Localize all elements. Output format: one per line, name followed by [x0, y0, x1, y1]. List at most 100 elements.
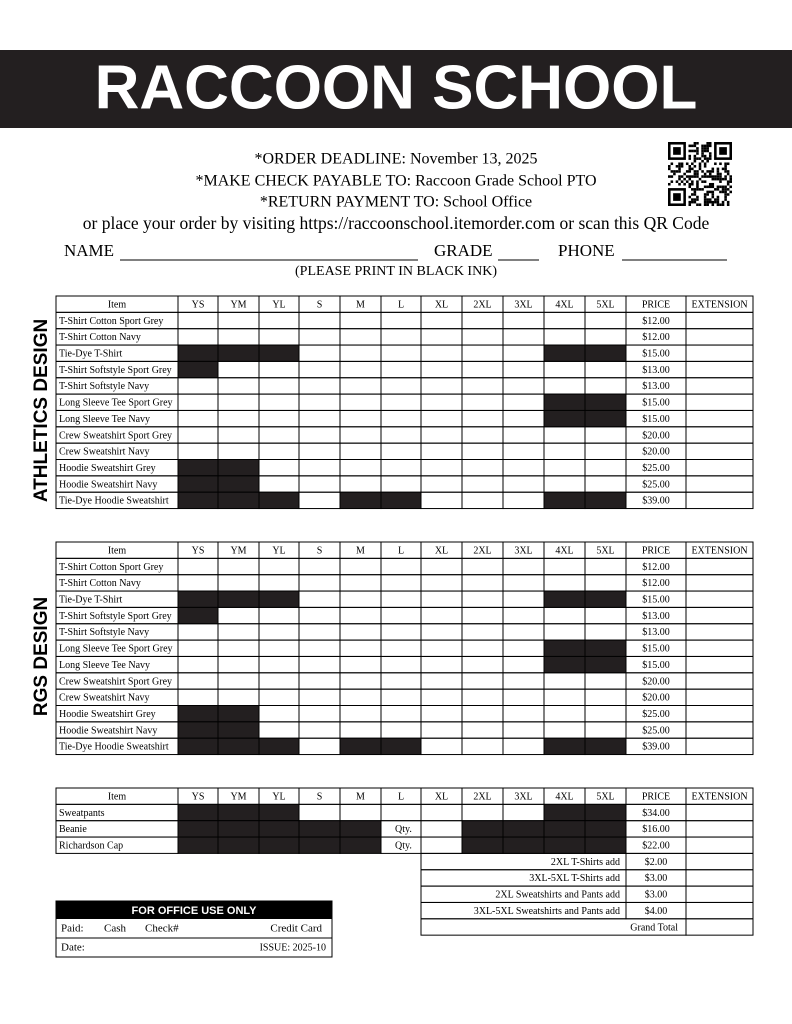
unavailable-cell	[543, 639, 586, 657]
qr-module	[721, 190, 725, 194]
qr-module	[706, 190, 709, 194]
qr-module	[724, 190, 727, 194]
qr-module	[719, 185, 722, 189]
qr-module	[729, 175, 732, 178]
column-header: L	[398, 299, 404, 310]
qr-module	[668, 165, 671, 168]
column-header: L	[398, 791, 404, 802]
qr-module	[716, 203, 720, 206]
item-name: T-Shirt Cotton Navy	[59, 578, 141, 589]
qr-module	[678, 167, 681, 171]
qr-module	[721, 200, 725, 204]
name-label: NAME	[64, 241, 114, 260]
qr-module	[706, 198, 709, 201]
item-name: T-Shirt Softstyle Sport Grey	[59, 611, 172, 622]
cell	[685, 737, 754, 756]
qr-module	[726, 172, 730, 176]
grand-total-label: Grand Total	[630, 922, 678, 933]
price: $13.00	[642, 627, 670, 638]
qr-module	[716, 172, 720, 176]
qr-module	[711, 185, 715, 189]
qr-module	[703, 149, 707, 153]
unavailable-cell	[258, 836, 300, 854]
qr-module	[708, 144, 712, 148]
office-credit: Credit Card	[270, 923, 322, 935]
qr-module	[693, 175, 697, 178]
item-name: T-Shirt Cotton Sport Grey	[59, 562, 163, 573]
item-name: Hoodie Sweatshirt Navy	[59, 479, 157, 490]
qr-module	[688, 185, 692, 189]
column-header: 5XL	[596, 791, 614, 802]
price: $12.00	[642, 578, 670, 589]
print-note: (PLEASE PRINT IN BLACK INK)	[295, 264, 497, 279]
qr-module	[724, 167, 727, 171]
addon-label: 3XL-5XL Sweatshirts and Pants add	[474, 906, 620, 917]
qr-module	[678, 177, 681, 181]
addon-price: $3.00	[645, 873, 668, 884]
qr-module	[691, 200, 694, 204]
qr-module	[726, 180, 730, 183]
price: $39.00	[642, 742, 670, 753]
qr-module	[701, 175, 704, 178]
unavailable-cell	[217, 737, 260, 756]
qr-module	[706, 142, 709, 145]
price: $15.00	[642, 349, 670, 360]
qr-module	[703, 175, 707, 178]
qr-module	[711, 203, 715, 206]
qr-module	[716, 175, 720, 178]
section-label: ATHLETICS DESIGN	[31, 319, 52, 502]
qr-module	[714, 200, 717, 204]
qr-module	[675, 180, 679, 183]
price: $15.00	[642, 644, 670, 655]
qr-module	[708, 170, 712, 173]
qr-module	[711, 167, 715, 171]
qr-module	[711, 177, 715, 181]
column-header: 2XL	[473, 545, 491, 556]
unavailable-cell	[217, 705, 260, 723]
qr-module	[698, 188, 702, 191]
qr-module	[701, 147, 704, 150]
qr-module	[683, 177, 686, 181]
qr-module	[670, 170, 674, 173]
unavailable-cell	[380, 737, 422, 756]
qr-module	[708, 172, 712, 176]
unavailable-cell	[543, 655, 586, 674]
qr-module	[716, 200, 720, 204]
qr-module	[724, 165, 727, 168]
unavailable-cell	[339, 491, 382, 510]
unavailable-cell	[177, 360, 219, 379]
unavailable-cell	[217, 475, 260, 493]
qr-module	[701, 170, 704, 173]
item-name: Crew Sweatshirt Navy	[59, 693, 150, 704]
qr-module	[698, 177, 702, 181]
column-header: S	[317, 299, 323, 310]
price: $12.00	[642, 316, 670, 327]
qr-module	[719, 162, 722, 166]
qr-module	[688, 182, 692, 186]
qr-module	[706, 147, 709, 150]
qr-module	[716, 177, 720, 181]
qr-module	[680, 165, 684, 168]
qr-module	[668, 167, 671, 171]
column-header: PRICE	[642, 545, 670, 556]
qr-module	[691, 149, 694, 153]
qr-module	[688, 175, 692, 178]
qr-module	[670, 180, 674, 183]
column-header: Item	[108, 791, 127, 802]
qr-module	[708, 157, 712, 160]
unavailable-cell	[461, 836, 504, 854]
qr-module	[706, 200, 709, 204]
unavailable-cell	[258, 820, 300, 838]
office-date: Date:	[61, 942, 85, 954]
column-header: Item	[108, 299, 127, 310]
qr-module	[706, 203, 709, 206]
qr-module	[724, 185, 727, 189]
qr-module	[716, 170, 720, 173]
unavailable-cell	[177, 705, 219, 723]
office-header	[56, 901, 332, 919]
price: $13.00	[642, 381, 670, 392]
qr-module	[706, 175, 709, 178]
phone-label: PHONE	[558, 241, 615, 260]
qr-module	[691, 180, 694, 183]
qr-module	[693, 144, 697, 148]
